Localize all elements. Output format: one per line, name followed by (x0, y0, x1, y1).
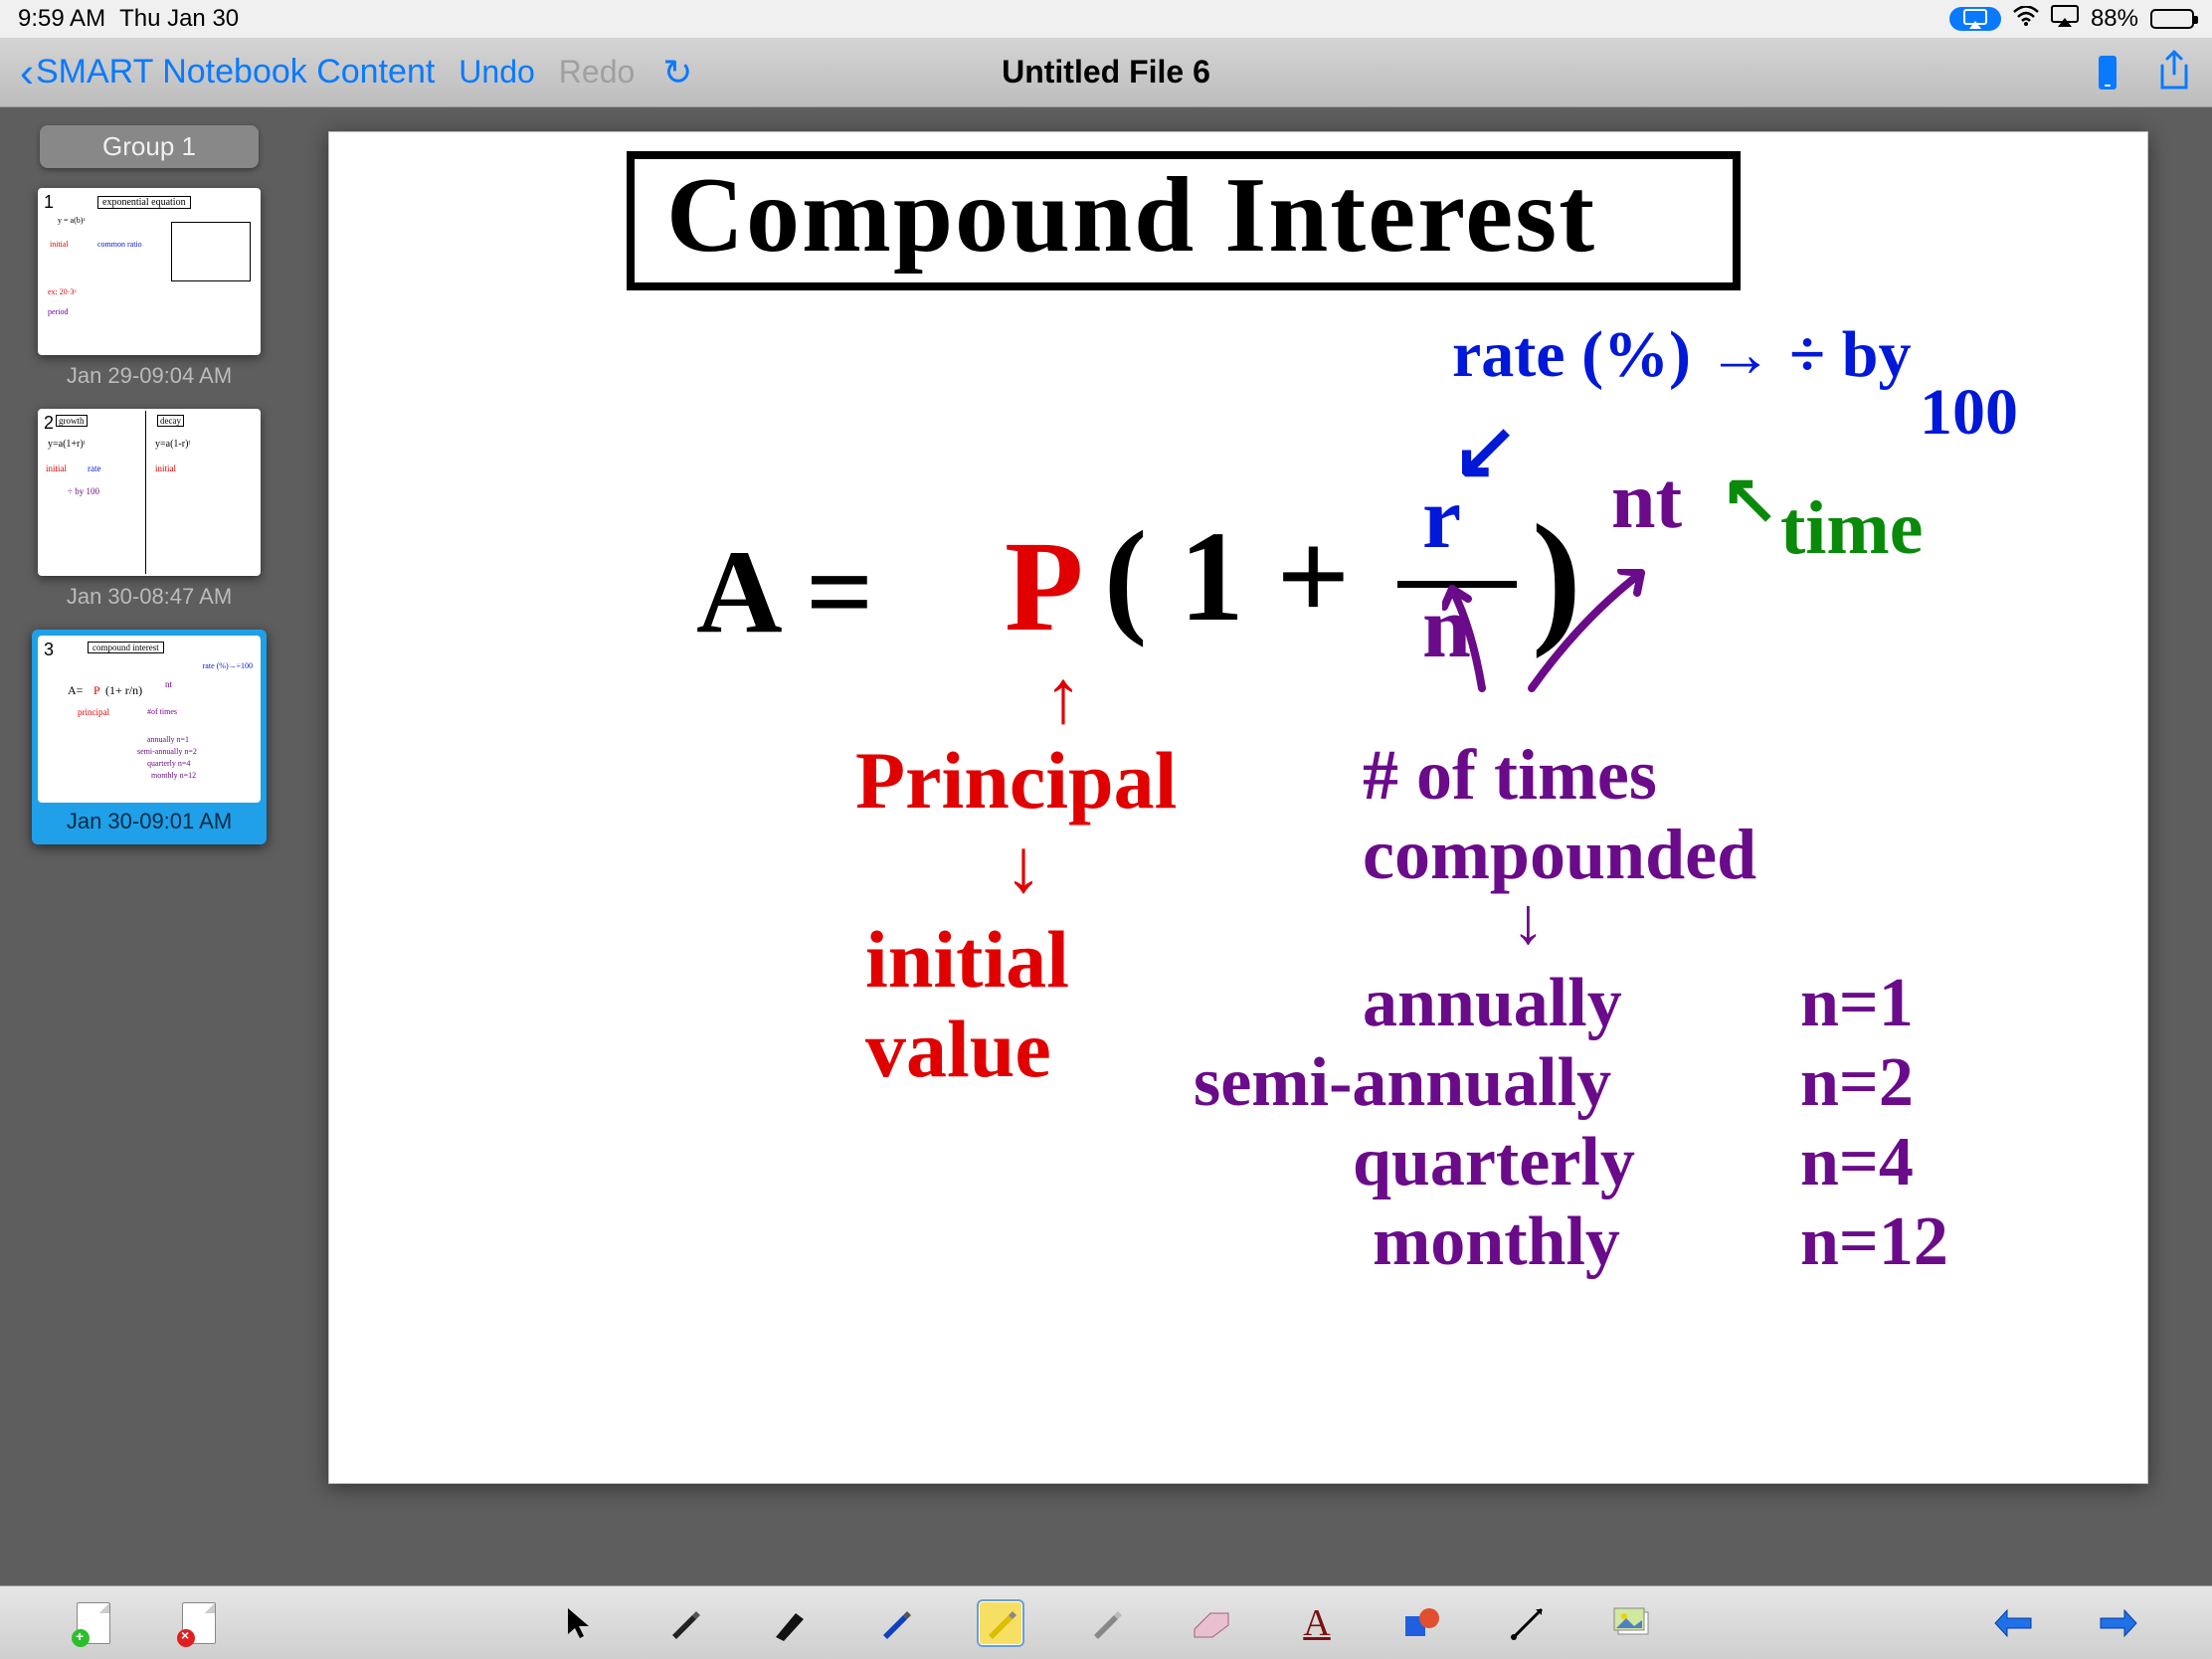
top-toolbar: ‹ SMART Notebook Content Undo Redo ↻ Unt… (0, 38, 2212, 107)
back-label: SMART Notebook Content (36, 53, 435, 92)
formula-exp: nt (1611, 460, 1682, 543)
thumbnail-caption: Jan 29-09:04 AM (67, 363, 232, 389)
document-title: Untitled File 6 (1002, 54, 1210, 91)
status-bar: 9:59 AM Thu Jan 30 88% (0, 0, 2212, 38)
annot-row-label: semi-annually (1194, 1046, 1611, 1120)
whiteboard-canvas[interactable]: Compound Interest rate (%) → ÷ by 100 ↙ … (328, 131, 2148, 1484)
formula-p: P (1005, 519, 1083, 655)
chevron-left-icon: ‹ (20, 52, 34, 93)
annot-time: time (1780, 489, 1923, 569)
battery-icon (2150, 9, 2194, 29)
delete-page-button[interactable] (175, 1599, 223, 1647)
back-button[interactable]: ‹ SMART Notebook Content (20, 52, 435, 93)
arrow-icon: ↓ (1005, 828, 1042, 907)
annot-row-label: annually (1363, 967, 1622, 1040)
annot-initial1: initial (865, 917, 1069, 1003)
airplay-icon (2051, 5, 2079, 34)
next-page-button[interactable] (2095, 1599, 2142, 1647)
annot-row-val: n=1 (1800, 967, 1914, 1040)
annot-rate-100: 100 (1920, 378, 2018, 447)
pen-blue-tool[interactable] (871, 1599, 919, 1647)
annot-row-val: n=2 (1800, 1046, 1914, 1120)
eraser-tool[interactable] (1188, 1599, 1235, 1647)
pen-calligraphy-tool[interactable] (766, 1599, 814, 1647)
annot-row-val: n=12 (1800, 1205, 1948, 1279)
page-thumbnail[interactable]: 2 growth decay y=a(1+r)ᵗ y=a(1-r)ᵗ initi… (38, 409, 261, 610)
formula-r: r (1422, 473, 1461, 565)
page-number: 3 (44, 640, 54, 660)
redo-button: Redo (559, 54, 636, 91)
page-number: 1 (44, 192, 54, 213)
thumbnail-caption: Jan 30-08:47 AM (67, 584, 232, 610)
image-tool[interactable] (1609, 1599, 1657, 1647)
workspace: Group 1 1 exponential equation y = a(b)ˣ… (0, 107, 2212, 1585)
highlighter-tool[interactable] (977, 1599, 1024, 1647)
wifi-icon (2013, 5, 2039, 33)
thumbnail-caption: Jan 30-09:01 AM (67, 809, 232, 834)
line-tool[interactable] (1504, 1599, 1552, 1647)
arrow-icon: ↑ (1044, 658, 1082, 738)
bottom-toolbar: A (0, 1585, 2212, 1659)
canvas-area: Compound Interest rate (%) → ÷ by 100 ↙ … (298, 107, 2212, 1585)
annot-row-label: monthly (1373, 1205, 1620, 1279)
marker-tool[interactable] (1082, 1599, 1130, 1647)
annot-row-val: n=4 (1800, 1126, 1914, 1199)
share-button[interactable] (2156, 50, 2192, 94)
group-label[interactable]: Group 1 (40, 125, 259, 168)
page-sidebar: Group 1 1 exponential equation y = a(b)ˣ… (0, 107, 298, 1585)
annot-principal: Principal (855, 738, 1177, 824)
airplay-indicator (1949, 7, 2001, 31)
arrow-icon: ↙ (1452, 410, 1519, 493)
pointer-tool[interactable] (555, 1599, 603, 1647)
annot-ntimes2: compounded (1363, 818, 1756, 893)
annot-rate: rate (%) → ÷ by (1452, 320, 1911, 389)
annot-row-label: quarterly (1353, 1126, 1635, 1199)
page-number: 2 (44, 413, 54, 434)
annot-initial2: value (865, 1007, 1051, 1092)
shape-tool[interactable] (1398, 1599, 1446, 1647)
arrow-icon: ↓ (1512, 887, 1545, 956)
undo-button[interactable]: Undo (459, 54, 535, 91)
status-time: 9:59 AM (18, 5, 105, 33)
prev-page-button[interactable] (1989, 1599, 2037, 1647)
page-thumbnail[interactable]: 1 exponential equation y = a(b)ˣ initial… (38, 188, 261, 389)
page-thumbnail[interactable]: 3 compound interest rate (%)→÷100 A= P (… (32, 630, 267, 844)
formula-lhs: A = (696, 529, 873, 654)
remote-icon[interactable] (2099, 56, 2117, 90)
text-tool[interactable]: A (1293, 1599, 1341, 1647)
battery-percent: 88% (2091, 5, 2138, 33)
status-date: Thu Jan 30 (119, 5, 239, 33)
annot-ntimes1: # of times (1363, 738, 1657, 814)
add-page-button[interactable] (70, 1599, 117, 1647)
refresh-button[interactable]: ↻ (662, 52, 692, 93)
arrow-icon: ↖ (1721, 463, 1779, 537)
title-text: Compound Interest (666, 159, 1596, 272)
formula-open: ( 1 + (1104, 509, 1350, 645)
pen-black-tool[interactable] (660, 1599, 708, 1647)
